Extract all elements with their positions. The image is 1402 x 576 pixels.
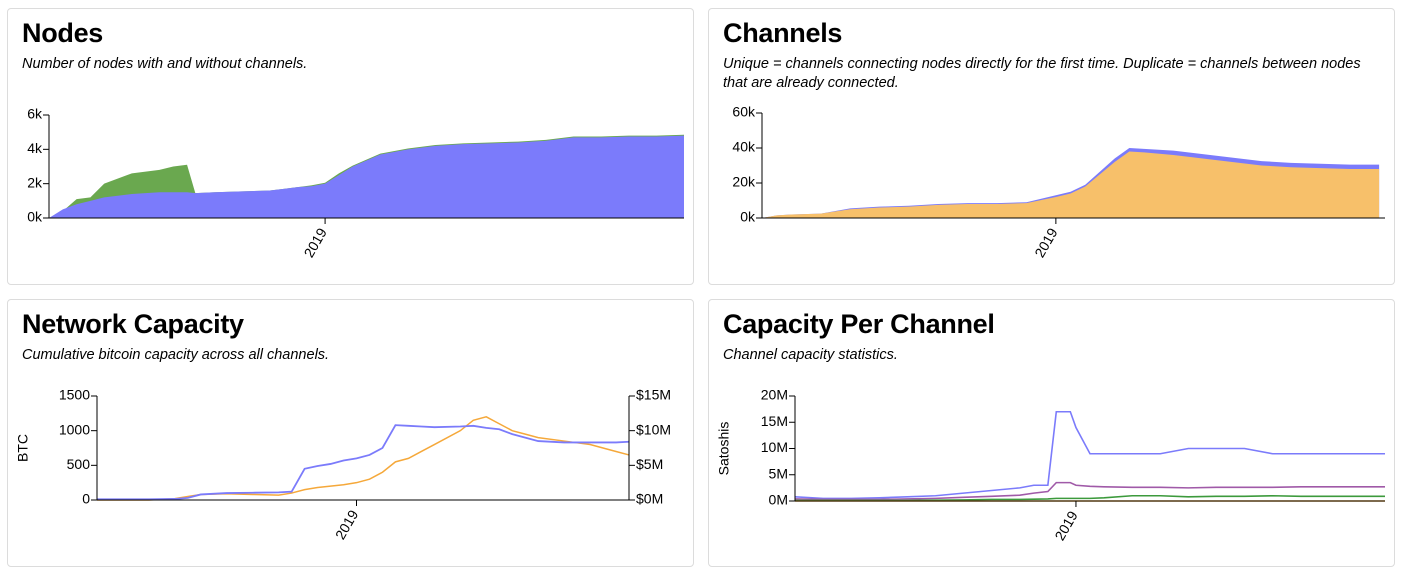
x-tick-label: 2019 bbox=[1031, 225, 1061, 260]
series-area-without-channels bbox=[49, 135, 684, 218]
y-tick-label: 4k bbox=[27, 140, 43, 156]
y2-tick-label: $0M bbox=[636, 491, 663, 507]
y2-tick-label: $15M bbox=[636, 387, 671, 403]
y2-tick-label: $10M bbox=[636, 421, 671, 437]
y-tick-label: 0M bbox=[769, 492, 788, 508]
y-tick-label: 0k bbox=[27, 209, 43, 225]
capacity-title: Network Capacity bbox=[22, 309, 244, 339]
y-tick-label: 1500 bbox=[59, 387, 90, 403]
x-tick-label: 2019 bbox=[1051, 508, 1081, 543]
y-tick-label: 20k bbox=[732, 174, 756, 190]
x-tick-label: 2019 bbox=[300, 225, 330, 260]
y-tick-label: 6k bbox=[27, 106, 43, 122]
series-line-1 bbox=[794, 410, 1385, 500]
y-tick-label: 10M bbox=[761, 439, 788, 455]
series-area-unique bbox=[762, 151, 1380, 218]
y-tick-label: 0 bbox=[82, 491, 90, 507]
channels-subtitle: Unique = channels connecting nodes direc… bbox=[723, 56, 1361, 91]
nodes-chart[interactable]: 0k 2k 4k 6k 2019 bbox=[8, 9, 695, 286]
capacity-card: Network Capacity Cumulative bitcoin capa… bbox=[7, 299, 694, 567]
nodes-title: Nodes bbox=[22, 18, 104, 48]
per-channel-chart[interactable]: 0M 5M 10M 15M 20M 2019 Satoshis bbox=[709, 300, 1396, 568]
y-tick-label: 500 bbox=[67, 456, 91, 472]
per-channel-subtitle: Channel capacity statistics. bbox=[723, 347, 898, 363]
y-tick-label: 60k bbox=[732, 104, 756, 120]
channels-chart[interactable]: 0k 20k 40k 60k 2019 bbox=[709, 9, 1396, 286]
y-tick-label: 15M bbox=[761, 413, 788, 429]
x-tick-label: 2019 bbox=[332, 507, 362, 542]
channels-title: Channels bbox=[723, 18, 843, 48]
y-axis-label: BTC bbox=[15, 434, 31, 462]
per-channel-title: Capacity Per Channel bbox=[723, 309, 995, 339]
nodes-card: Nodes Number of nodes with and without c… bbox=[7, 8, 694, 285]
per-channel-card: Capacity Per Channel Channel capacity st… bbox=[708, 299, 1395, 567]
y2-tick-label: $5M bbox=[636, 456, 663, 472]
series-line-usd bbox=[97, 415, 630, 501]
nodes-subtitle: Number of nodes with and without channel… bbox=[22, 56, 308, 72]
capacity-chart[interactable]: 0 500 1000 1500 2019 $0M $5M $10M $15M BTC bbox=[8, 300, 695, 568]
y-tick-label: 2k bbox=[27, 174, 43, 190]
y-tick-label: 20M bbox=[761, 387, 788, 403]
capacity-subtitle: Cumulative bitcoin capacity across all c… bbox=[22, 347, 330, 363]
series-line-2 bbox=[794, 481, 1385, 501]
channels-card: Channels Unique = channels connecting no… bbox=[708, 8, 1395, 285]
series-line-btc bbox=[97, 424, 630, 501]
y-tick-label: 5M bbox=[769, 465, 788, 481]
y-tick-label: 40k bbox=[732, 139, 756, 155]
y-axis-label: Satoshis bbox=[716, 422, 732, 476]
y-tick-label: 0k bbox=[740, 209, 756, 225]
y-tick-label: 1000 bbox=[59, 421, 90, 437]
